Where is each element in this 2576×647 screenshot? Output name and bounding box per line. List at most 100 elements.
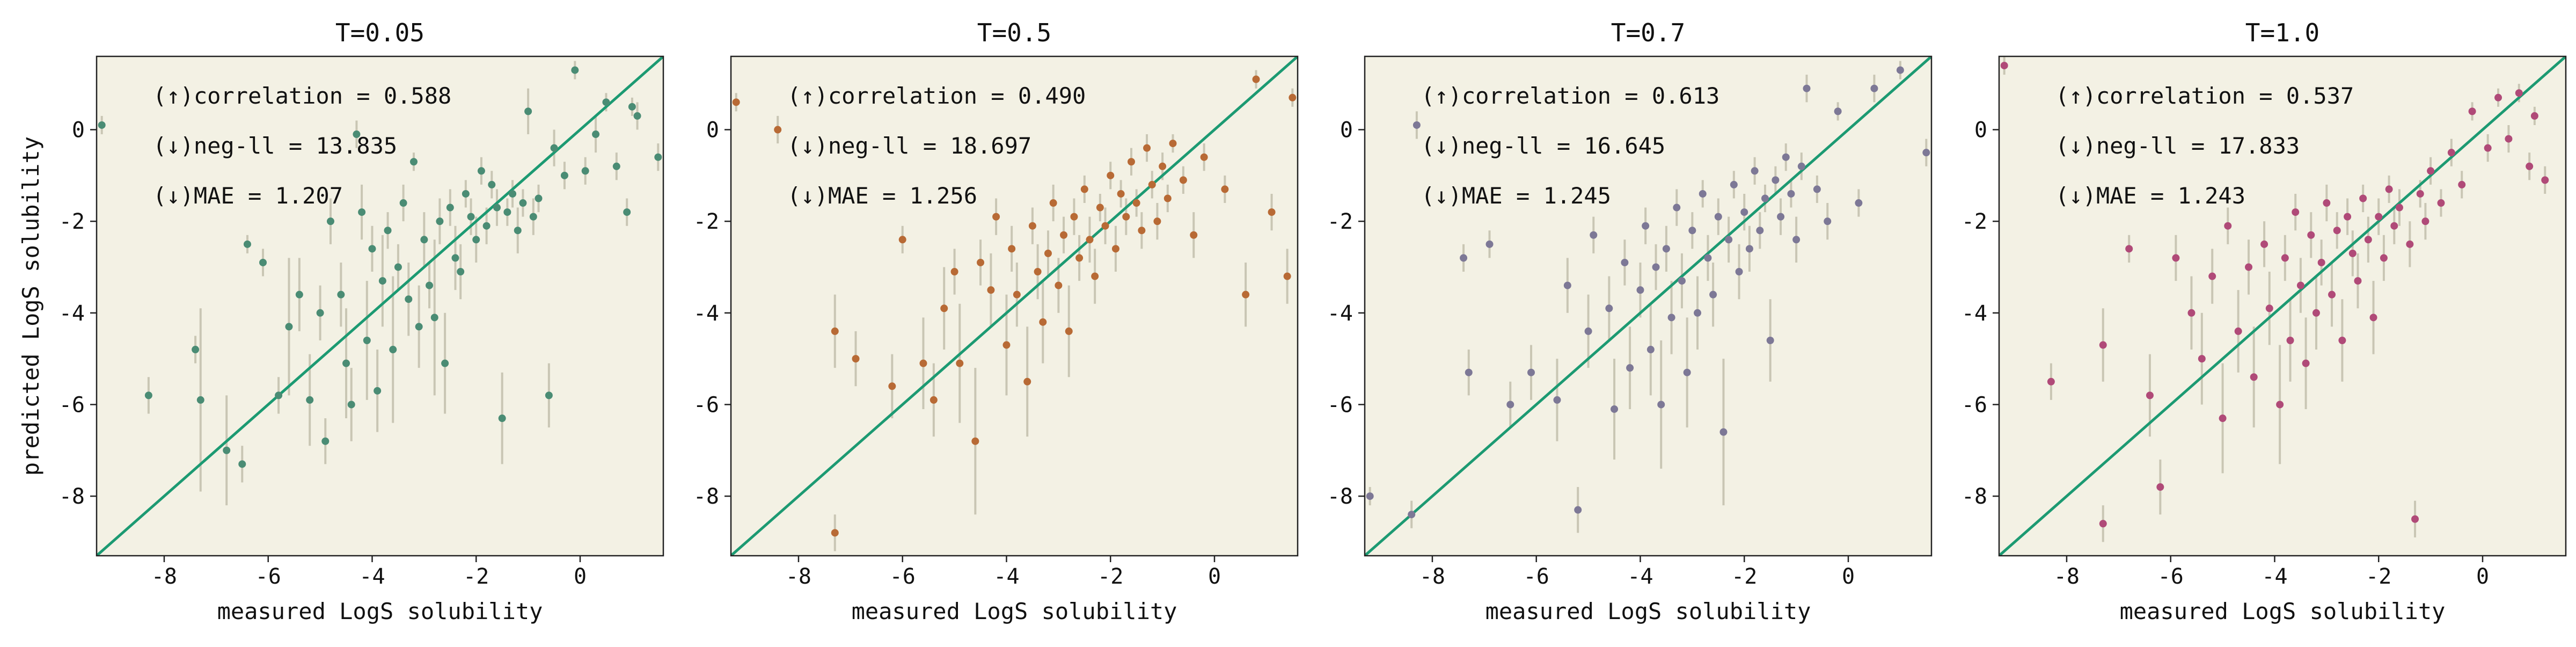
data-point xyxy=(342,359,350,367)
data-point xyxy=(2447,149,2455,157)
data-point xyxy=(1465,368,1473,376)
data-point xyxy=(1366,492,1374,500)
y-tick-label: -8 xyxy=(693,484,719,509)
y-axis-label: predicted LogS solubility xyxy=(18,136,44,476)
data-point xyxy=(919,359,927,367)
data-point xyxy=(2286,336,2294,344)
data-point xyxy=(1740,208,1748,216)
y-tick-label: 0 xyxy=(1974,118,1987,143)
y-tick-label: -2 xyxy=(693,209,719,234)
data-point xyxy=(831,327,839,335)
x-tick-label: -4 xyxy=(359,564,385,589)
data-point xyxy=(1039,318,1047,326)
x-tick-label: 0 xyxy=(574,564,587,589)
data-point xyxy=(2224,222,2232,230)
data-point xyxy=(2260,240,2268,248)
data-point xyxy=(1626,364,1634,372)
x-tick-label: -4 xyxy=(1627,564,1653,589)
data-point xyxy=(2390,222,2398,230)
y-tick-label: -4 xyxy=(59,301,85,326)
data-point xyxy=(420,236,428,244)
data-point xyxy=(1725,236,1733,244)
data-point xyxy=(2307,231,2315,239)
identity-line xyxy=(97,56,663,556)
data-point xyxy=(1782,153,1790,161)
data-point xyxy=(2406,240,2414,248)
data-point xyxy=(1688,227,1696,235)
data-point xyxy=(238,460,246,468)
data-point xyxy=(1002,341,1011,349)
data-point xyxy=(545,391,553,399)
data-point xyxy=(1527,368,1535,376)
x-tick-label: -6 xyxy=(2158,564,2184,589)
data-point xyxy=(1023,377,1031,386)
data-point xyxy=(326,217,334,226)
data-point xyxy=(1096,203,1104,212)
y-tick-label: 0 xyxy=(72,118,85,143)
data-point xyxy=(2344,213,2352,221)
data-point xyxy=(1745,245,1753,253)
data-point xyxy=(430,314,438,322)
data-point xyxy=(1730,180,1738,188)
data-point xyxy=(467,213,475,221)
stat-annotation: (↓)neg-ll = 13.835 xyxy=(153,133,397,159)
data-point xyxy=(1221,185,1229,193)
y-tick-label: -6 xyxy=(693,392,719,417)
data-point xyxy=(353,130,361,139)
y-tick-label: -6 xyxy=(1962,392,1987,417)
x-tick-label: -8 xyxy=(1419,564,1445,589)
data-point xyxy=(1922,149,1930,157)
data-point xyxy=(898,236,906,244)
data-point xyxy=(1683,368,1691,376)
data-point xyxy=(1169,140,1177,148)
data-point xyxy=(2187,309,2196,317)
y-tick-label: -2 xyxy=(1327,209,1353,234)
data-point xyxy=(888,382,896,390)
data-point xyxy=(2354,277,2362,285)
data-point xyxy=(535,194,543,202)
data-point xyxy=(1584,327,1592,335)
data-point xyxy=(389,346,397,354)
data-point xyxy=(2000,62,2008,70)
x-tick-label: -2 xyxy=(1731,564,1757,589)
data-point xyxy=(1070,213,1078,221)
data-layer xyxy=(731,56,1298,556)
data-point xyxy=(1122,213,1130,221)
data-point xyxy=(2292,208,2300,216)
stat-annotation: (↓)neg-ll = 17.833 xyxy=(2055,133,2300,159)
data-point xyxy=(2312,309,2320,317)
data-point xyxy=(347,401,355,409)
data-point xyxy=(2541,176,2549,184)
data-point xyxy=(1761,194,1769,202)
data-point xyxy=(1408,511,1416,519)
identity-line xyxy=(1365,56,1931,556)
data-point xyxy=(1080,185,1088,193)
data-point xyxy=(2375,213,2383,221)
panel-title: T=1.0 xyxy=(2245,18,2319,47)
data-point xyxy=(2380,254,2388,262)
data-point xyxy=(2099,520,2107,528)
panel-title: T=0.05 xyxy=(335,18,425,47)
x-tick-label: 0 xyxy=(1208,564,1221,589)
x-tick-label: -4 xyxy=(993,564,1019,589)
data-point xyxy=(259,258,267,266)
data-point xyxy=(2411,515,2419,523)
data-point xyxy=(363,336,371,344)
data-point xyxy=(1787,190,1795,198)
data-point xyxy=(2328,290,2336,299)
data-point xyxy=(1143,144,1151,152)
data-point xyxy=(2526,162,2534,170)
data-point xyxy=(144,391,152,399)
data-point xyxy=(1709,290,1717,299)
stat-annotation: (↑)correlation = 0.490 xyxy=(787,83,1086,109)
data-point xyxy=(2484,144,2492,152)
data-point xyxy=(1117,190,1125,198)
data-point xyxy=(2458,180,2466,188)
y-tick-label: -6 xyxy=(59,392,85,417)
data-point xyxy=(2219,415,2227,423)
data-point xyxy=(394,263,402,271)
data-point xyxy=(316,309,324,317)
x-axis-label: measured LogS solubility xyxy=(2120,598,2446,624)
